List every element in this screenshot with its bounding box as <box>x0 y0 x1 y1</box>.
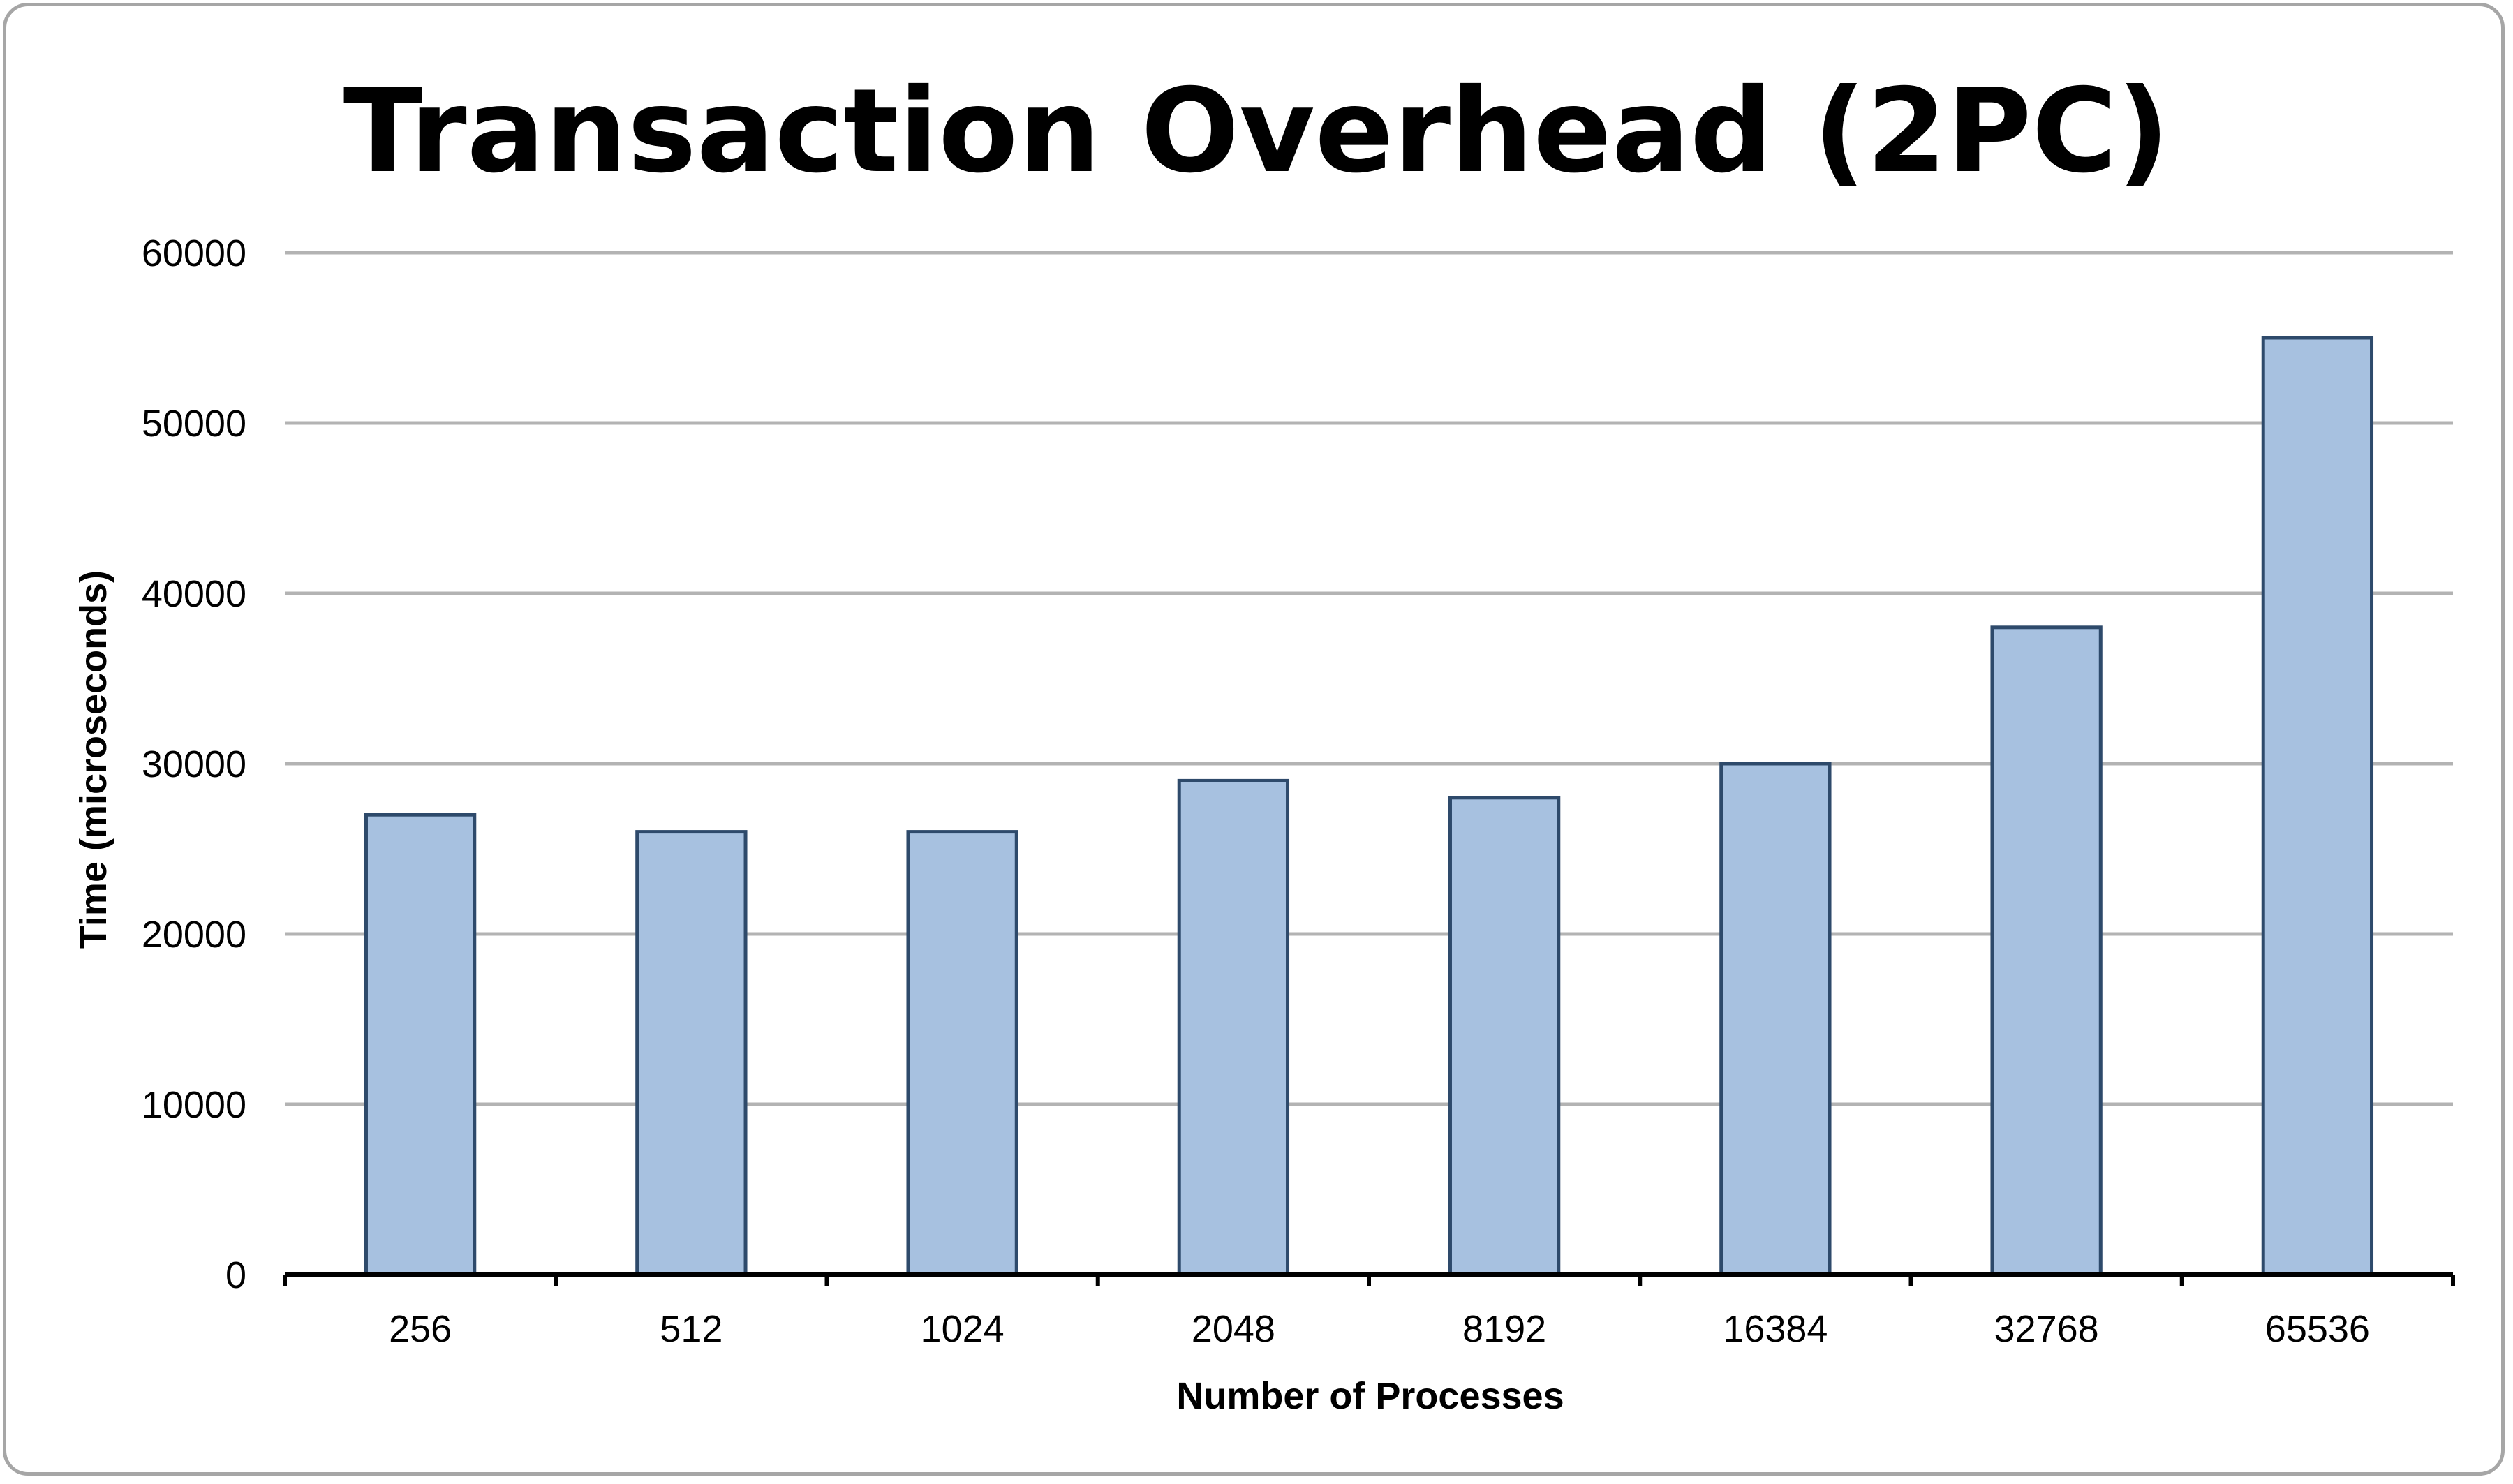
y-tick-label-0: 0 <box>225 1254 246 1296</box>
x-tick-label-65536: 65536 <box>2265 1308 2370 1350</box>
y-tick-label-30000: 30000 <box>142 743 246 785</box>
x-tick-label-16384: 16384 <box>1723 1308 1828 1350</box>
y-tick-label-50000: 50000 <box>142 403 246 445</box>
x-axis-title: Number of Processes <box>1176 1375 1564 1417</box>
x-tick-label-512: 512 <box>660 1308 722 1350</box>
chart-title: Transaction Overhead (2PC) <box>343 64 2170 199</box>
y-tick-label-60000: 60000 <box>142 232 246 274</box>
x-tick-label-256: 256 <box>389 1308 452 1350</box>
x-tick-label-32768: 32768 <box>1994 1308 2099 1350</box>
bars <box>364 336 2374 1277</box>
bar-16384 <box>1719 762 1832 1277</box>
y-tick-label-10000: 10000 <box>142 1084 246 1126</box>
bar-8192 <box>1448 796 1561 1277</box>
bar-32768 <box>1990 625 2103 1277</box>
bar-1024 <box>906 830 1018 1277</box>
y-tick-label-20000: 20000 <box>142 914 246 956</box>
x-axis <box>283 1272 2455 1286</box>
bar-2048 <box>1177 778 1290 1277</box>
x-tick-label-1024: 1024 <box>921 1308 1005 1350</box>
x-axis-tick-labels: 256 512 1024 2048 8192 16384 32768 65536 <box>389 1308 2370 1350</box>
gridlines <box>285 251 2453 1106</box>
y-axis-title: Time (microseconds) <box>73 570 114 949</box>
bar-256 <box>364 813 477 1277</box>
bar-512 <box>635 830 748 1277</box>
x-tick-label-2048: 2048 <box>1192 1308 1275 1350</box>
bar-65536 <box>2261 336 2374 1277</box>
y-tick-label-40000: 40000 <box>142 573 246 615</box>
y-axis-tick-labels: 0 10000 20000 30000 40000 50000 60000 <box>142 232 246 1296</box>
x-tick-label-8192: 8192 <box>1462 1308 1546 1350</box>
